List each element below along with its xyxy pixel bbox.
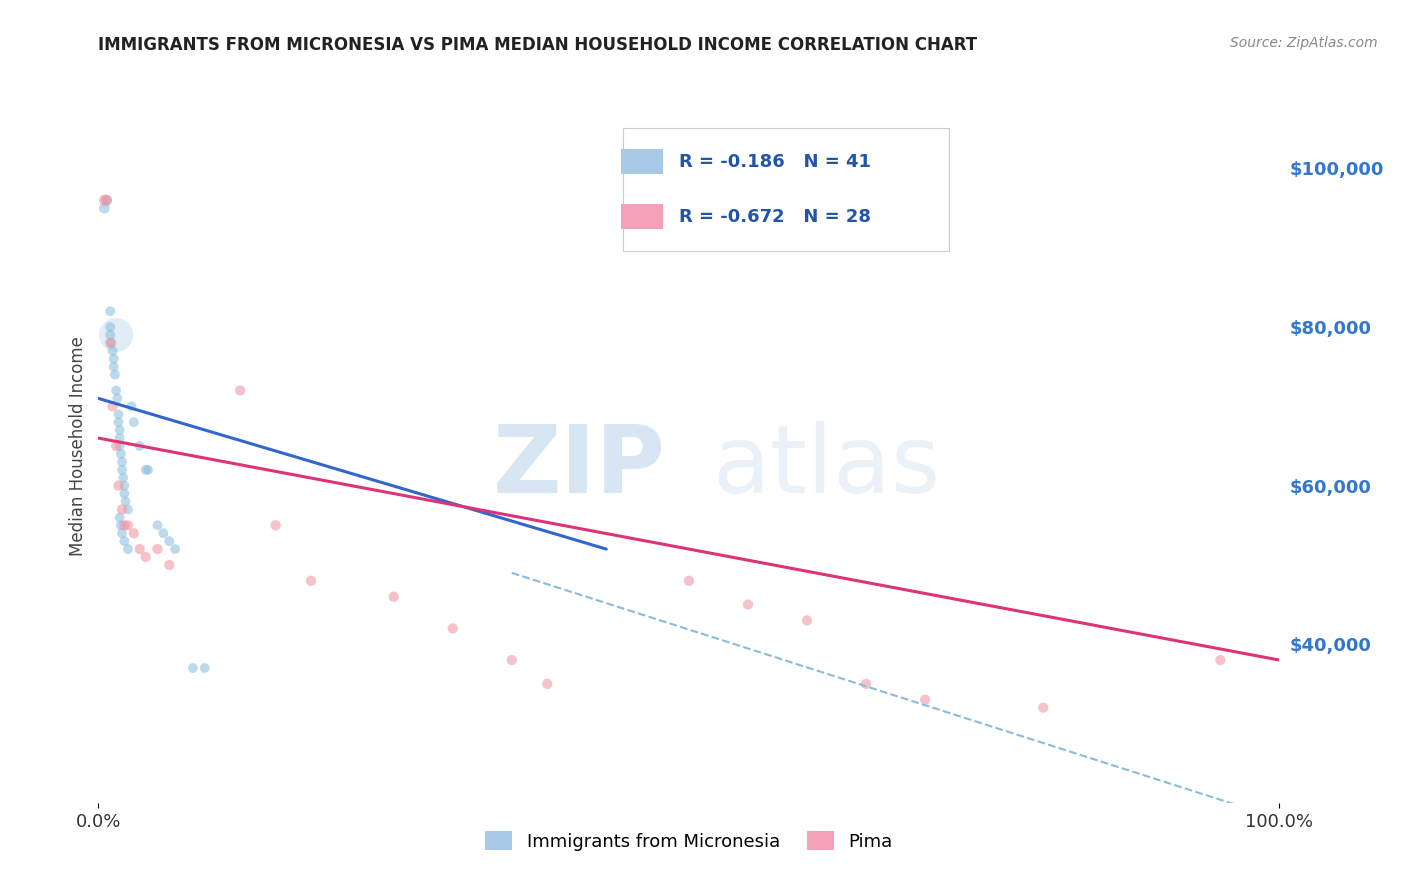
Point	[111, 502, 134, 516]
Point	[914, 692, 936, 706]
Point	[112, 471, 135, 485]
Point	[101, 400, 124, 414]
Point	[114, 494, 136, 508]
Point	[96, 193, 118, 207]
Point	[128, 542, 150, 557]
Point	[110, 447, 132, 461]
Point	[122, 415, 145, 429]
Point	[104, 368, 127, 382]
Point	[135, 549, 157, 564]
Point	[536, 677, 558, 691]
Point	[136, 463, 159, 477]
Point	[135, 463, 157, 477]
Point	[101, 343, 124, 358]
Point	[121, 400, 143, 414]
Point	[100, 335, 122, 350]
Point	[128, 439, 150, 453]
Point	[98, 328, 121, 343]
Text: atlas: atlas	[713, 421, 941, 514]
Point	[108, 510, 131, 524]
Point	[112, 534, 135, 549]
Text: Source: ZipAtlas.com: Source: ZipAtlas.com	[1230, 36, 1378, 50]
Point	[111, 455, 134, 469]
Point	[93, 201, 115, 215]
Point	[441, 621, 464, 635]
Text: R = -0.672   N = 28: R = -0.672 N = 28	[679, 208, 872, 226]
Point	[98, 335, 121, 350]
Point	[229, 384, 252, 398]
Point	[105, 439, 128, 453]
Point	[157, 534, 180, 549]
Point	[737, 598, 759, 612]
Point	[1209, 653, 1232, 667]
Point	[108, 423, 131, 437]
Point	[194, 661, 217, 675]
Point	[105, 392, 128, 406]
Point	[382, 590, 405, 604]
Legend: Immigrants from Micronesia, Pima: Immigrants from Micronesia, Pima	[478, 824, 900, 858]
Point	[796, 614, 818, 628]
Point	[103, 351, 125, 366]
Point	[146, 542, 169, 557]
Point	[105, 328, 128, 343]
Text: IMMIGRANTS FROM MICRONESIA VS PIMA MEDIAN HOUSEHOLD INCOME CORRELATION CHART: IMMIGRANTS FROM MICRONESIA VS PIMA MEDIA…	[98, 36, 977, 54]
Point	[112, 486, 135, 500]
Point	[103, 359, 125, 374]
Point	[855, 677, 877, 691]
Point	[112, 518, 135, 533]
Point	[181, 661, 204, 675]
Point	[107, 415, 129, 429]
Point	[110, 518, 132, 533]
Point	[96, 193, 118, 207]
Point	[98, 320, 121, 334]
Point	[165, 542, 187, 557]
Point	[678, 574, 700, 588]
Point	[117, 518, 139, 533]
Point	[107, 407, 129, 421]
Point	[152, 526, 174, 541]
Point	[111, 463, 134, 477]
Point	[98, 304, 121, 318]
Point	[105, 384, 128, 398]
Point	[93, 193, 115, 207]
Point	[108, 431, 131, 445]
Point	[108, 439, 131, 453]
Point	[112, 478, 135, 492]
Text: ZIP: ZIP	[492, 421, 665, 514]
Text: R = -0.186   N = 41: R = -0.186 N = 41	[679, 153, 872, 171]
Point	[299, 574, 322, 588]
Point	[122, 526, 145, 541]
Point	[107, 478, 129, 492]
Point	[117, 502, 139, 516]
Point	[501, 653, 523, 667]
Y-axis label: Median Household Income: Median Household Income	[69, 336, 87, 556]
Point	[1032, 700, 1054, 714]
Point	[264, 518, 287, 533]
Point	[157, 558, 180, 572]
Point	[111, 526, 134, 541]
Point	[146, 518, 169, 533]
Point	[117, 542, 139, 557]
